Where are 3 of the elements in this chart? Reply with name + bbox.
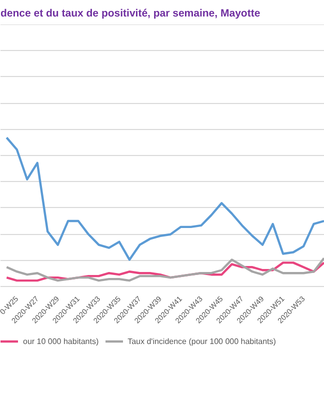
legend-label: Taux d'incidence (pour 100 000 habitants): [128, 336, 276, 346]
legend-label: our 10 000 habitants): [23, 336, 99, 346]
chart-title: dence et du taux de positivité, par semaine, Mayotte: [0, 8, 260, 20]
